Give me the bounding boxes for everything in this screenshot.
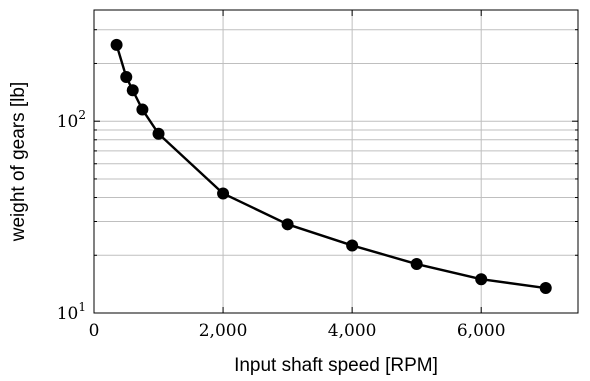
- data-point: [410, 258, 423, 271]
- data-point: [152, 127, 165, 140]
- plot-frame: [93, 9, 579, 314]
- axes: [93, 9, 579, 314]
- x-tick-label: 0: [89, 321, 100, 341]
- data-point: [475, 273, 488, 286]
- data-point: [539, 282, 552, 295]
- x-tick-label: 6,000: [457, 321, 506, 341]
- grid: [93, 10, 578, 314]
- x-tick-label: 4,000: [328, 321, 377, 341]
- y-axis-label: weight of gears [lb]: [8, 82, 29, 242]
- data-point: [126, 84, 139, 97]
- data-point: [281, 218, 294, 231]
- x-tick-label: 2,000: [199, 321, 248, 341]
- data-point: [110, 38, 123, 51]
- tick-labels: 0 2,000 4,000 6,000 101 102: [57, 108, 506, 341]
- data-point: [346, 239, 359, 252]
- series: [110, 38, 552, 295]
- y-tick-label: 102: [57, 108, 86, 132]
- data-point: [217, 187, 230, 200]
- y-tick-label: 101: [57, 300, 86, 324]
- data-point: [136, 103, 149, 116]
- x-axis-label: Input shaft speed [RPM]: [234, 355, 438, 376]
- data-point: [120, 71, 133, 84]
